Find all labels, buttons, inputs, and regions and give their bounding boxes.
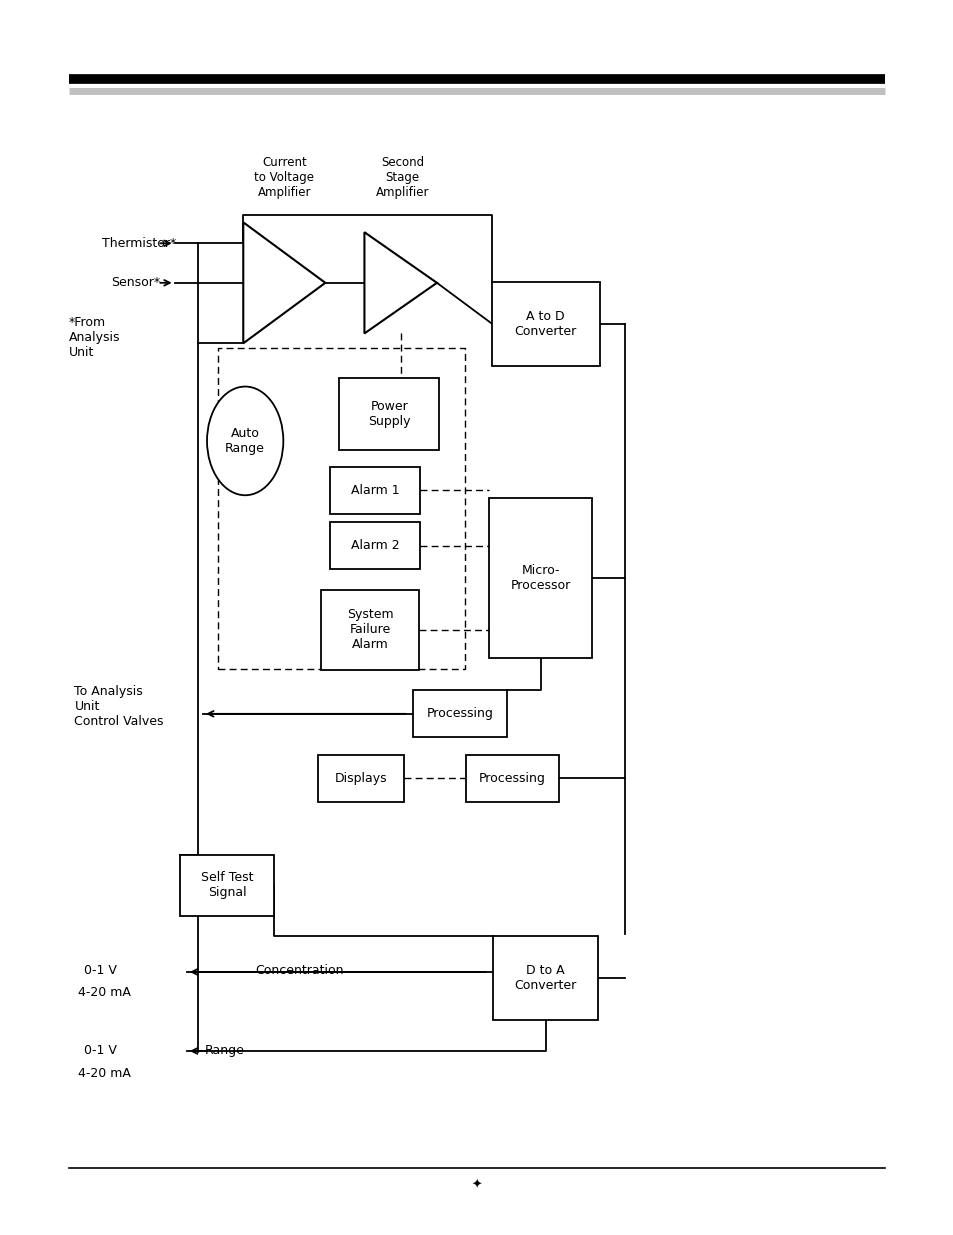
Text: 0-1 V: 0-1 V (84, 965, 116, 977)
Text: D to A
Converter: D to A Converter (514, 965, 577, 992)
Text: Auto
Range: Auto Range (225, 427, 265, 454)
Text: Self Test
Signal: Self Test Signal (200, 872, 253, 899)
Text: 0-1 V: 0-1 V (84, 1045, 116, 1057)
Text: Processing: Processing (426, 708, 493, 720)
Text: System
Failure
Alarm: System Failure Alarm (347, 609, 393, 651)
Text: Alarm 2: Alarm 2 (351, 540, 398, 552)
Bar (489, 498, 592, 658)
Text: Second
Stage
Amplifier: Second Stage Amplifier (375, 157, 429, 199)
Text: ✦: ✦ (471, 1179, 482, 1192)
Text: Current
to Voltage
Amplifier: Current to Voltage Amplifier (254, 157, 314, 199)
Ellipse shape (207, 387, 283, 495)
Text: To Analysis
Unit
Control Valves: To Analysis Unit Control Valves (74, 685, 164, 727)
Text: A to D
Converter: A to D Converter (514, 310, 577, 337)
Bar (330, 522, 419, 569)
Text: Alarm 1: Alarm 1 (351, 484, 398, 496)
Text: 4-20 mA: 4-20 mA (78, 987, 131, 999)
Text: Displays: Displays (334, 772, 387, 784)
Text: Power
Supply: Power Supply (368, 400, 410, 427)
Bar (317, 755, 403, 802)
Bar (493, 936, 598, 1020)
Bar (180, 855, 274, 916)
Text: Range: Range (205, 1045, 245, 1057)
Text: *From
Analysis
Unit: *From Analysis Unit (69, 316, 120, 358)
Bar (320, 590, 418, 669)
Bar (492, 282, 598, 366)
Bar (338, 378, 438, 450)
Bar (413, 690, 506, 737)
Text: Sensor*: Sensor* (111, 277, 159, 289)
Text: Concentration: Concentration (255, 965, 344, 977)
Text: Processing: Processing (478, 772, 545, 784)
Text: 4-20 mA: 4-20 mA (78, 1067, 131, 1079)
Text: Micro-
Processor: Micro- Processor (510, 564, 571, 592)
Bar (330, 467, 419, 514)
Text: Thermistor*: Thermistor* (102, 237, 176, 249)
Bar (465, 755, 558, 802)
